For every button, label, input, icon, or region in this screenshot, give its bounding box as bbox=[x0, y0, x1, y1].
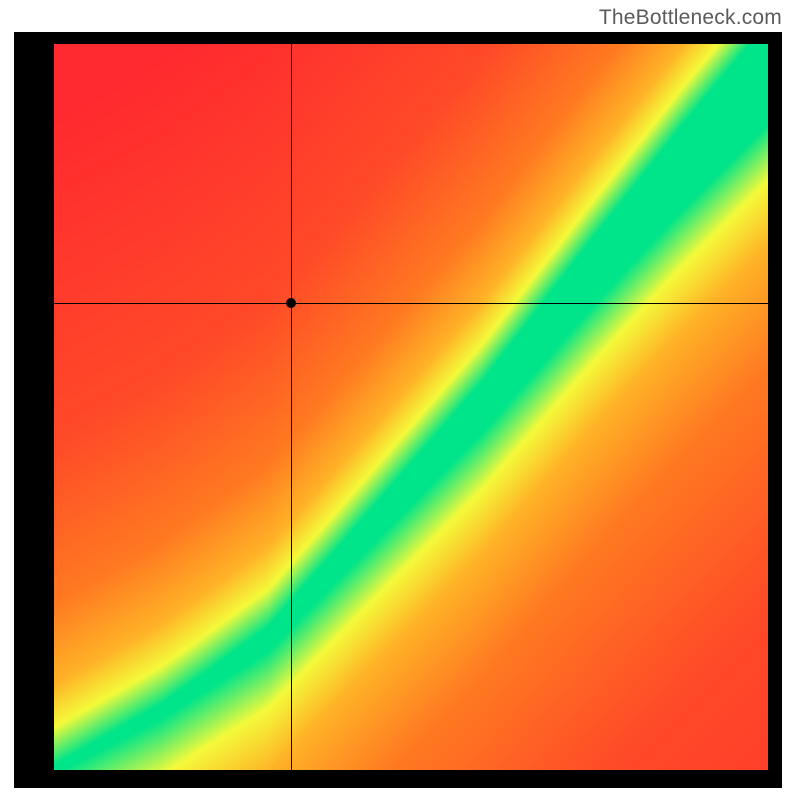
crosshair-horizontal bbox=[54, 303, 768, 304]
heatmap-plot bbox=[54, 44, 768, 770]
crosshair-marker bbox=[286, 298, 296, 308]
watermark-text: TheBottleneck.com bbox=[599, 6, 782, 30]
heatmap-canvas bbox=[54, 44, 768, 770]
crosshair-vertical bbox=[291, 44, 292, 770]
chart-frame bbox=[14, 32, 782, 788]
